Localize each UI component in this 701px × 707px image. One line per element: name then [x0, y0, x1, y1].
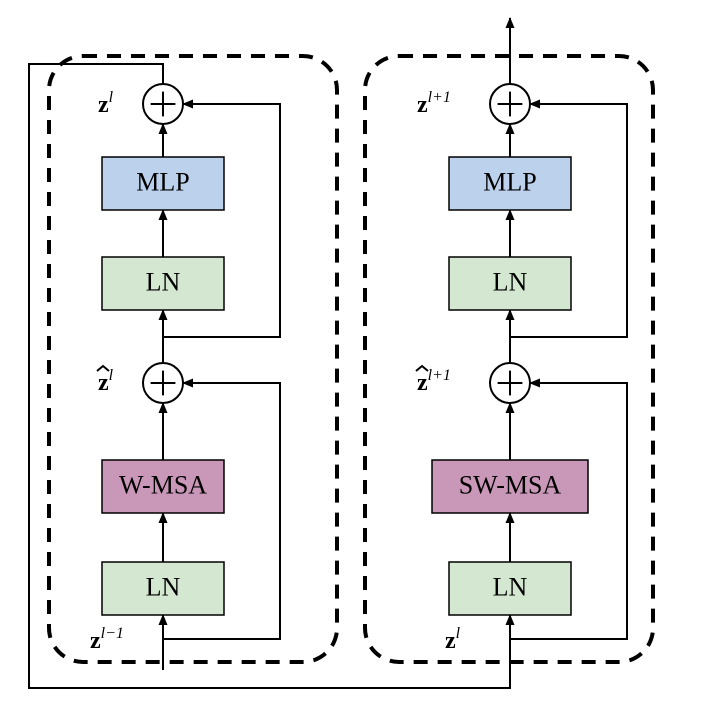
- right-msa-label: SW-MSA: [459, 470, 562, 499]
- svg-text:zl: zl: [98, 89, 114, 118]
- left-label-zin: zl−1: [90, 625, 124, 654]
- left-ln1-label: LN: [146, 572, 181, 601]
- svg-text:zl−1: zl−1: [90, 625, 124, 654]
- left-label-zout: zl: [98, 89, 114, 118]
- svg-text:zl+1: zl+1: [417, 367, 451, 396]
- right-label-zin: zl: [445, 625, 461, 654]
- right-mlp-label: MLP: [483, 167, 536, 196]
- left-msa-label: W-MSA: [119, 470, 207, 499]
- right-ln2-label: LN: [493, 267, 528, 296]
- swin-transformer-block-diagram: LN W-MSA LN MLP zl−1 zl zl LN SW-MSA LN MLP zl zl+1 z…: [0, 0, 701, 707]
- svg-text:zl: zl: [445, 625, 461, 654]
- svg-text:zl+1: zl+1: [417, 89, 451, 118]
- right-ln1-label: LN: [493, 572, 528, 601]
- left-mlp-label: MLP: [136, 167, 189, 196]
- right-label-zmid: zl+1: [416, 366, 451, 396]
- left-ln2-label: LN: [146, 267, 181, 296]
- svg-text:zl: zl: [98, 367, 114, 396]
- left-label-zmid: zl: [97, 366, 114, 396]
- right-label-zout: zl+1: [417, 89, 451, 118]
